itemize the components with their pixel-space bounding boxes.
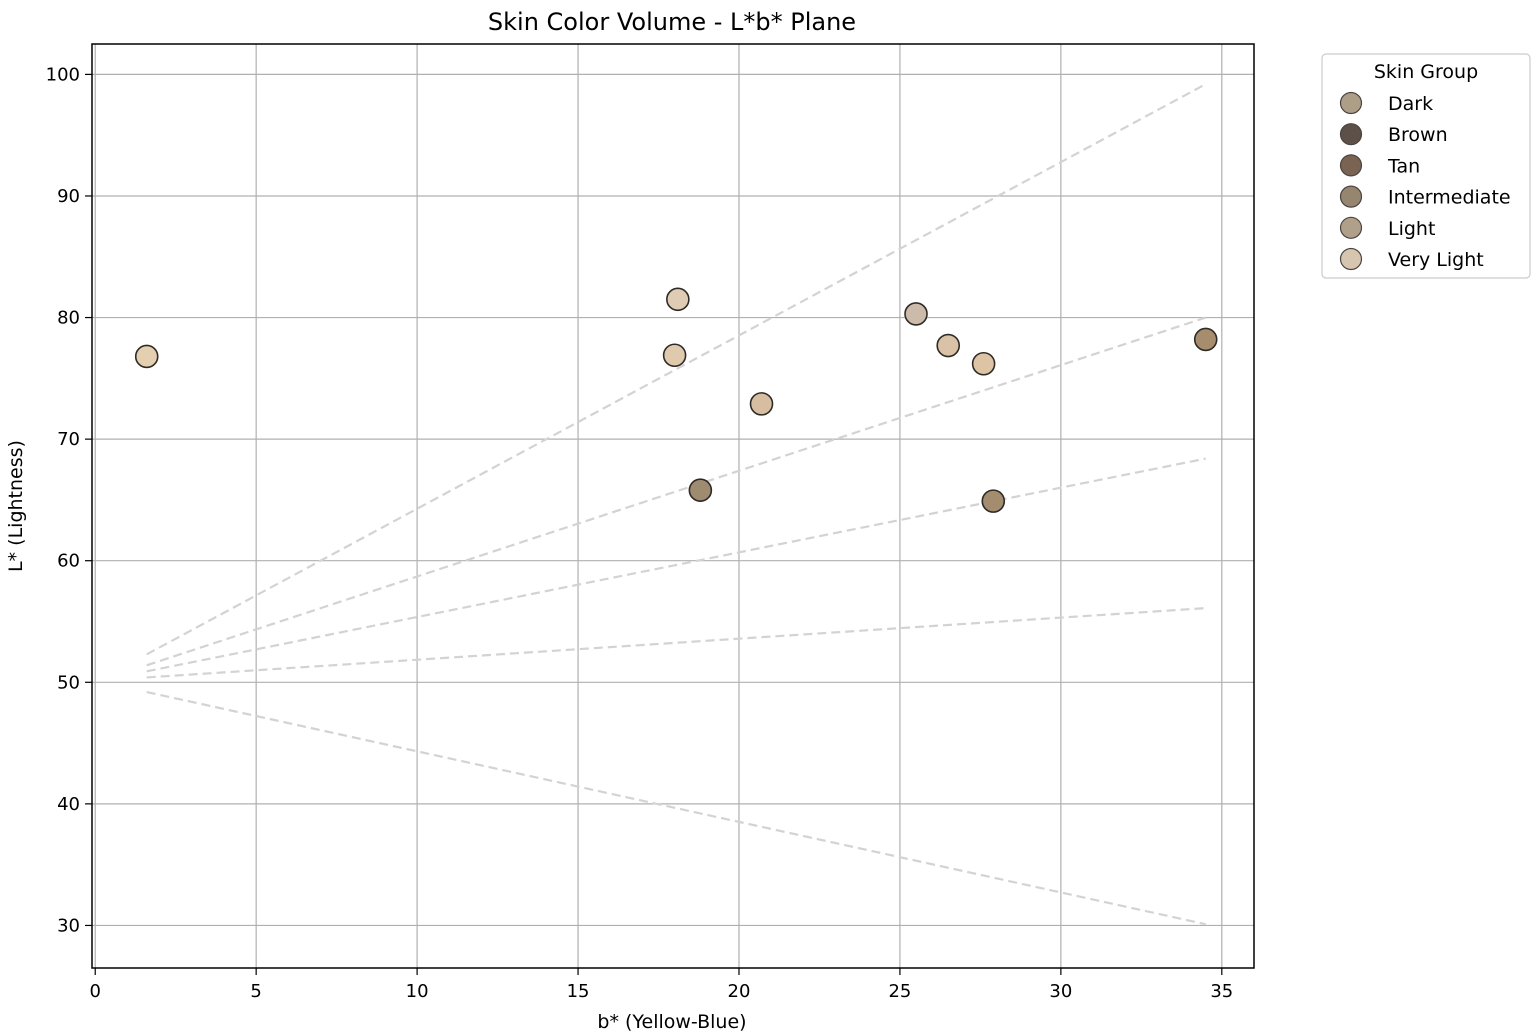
y-tick-label: 70 (57, 429, 80, 450)
legend-box (1321, 53, 1531, 279)
legend-marker (1339, 216, 1363, 239)
data-point (904, 302, 928, 326)
data-points (134, 287, 1218, 513)
chart-title: Skin Color Volume - L*b* Plane (488, 8, 856, 36)
plot-frame (91, 43, 1255, 969)
data-point (1193, 327, 1218, 352)
data-point (134, 344, 159, 369)
grid (92, 44, 1254, 968)
x-tick-label: 20 (728, 981, 751, 1002)
legend: Skin Group Dark Brown Tan Intermediate Light… (1321, 53, 1531, 279)
x-tick-label: 25 (888, 981, 911, 1002)
legend-marker (1339, 91, 1363, 115)
legend-entry-label: Tan (1387, 155, 1420, 177)
legend-entry-label: Dark (1388, 93, 1433, 115)
legend-marker (1339, 123, 1363, 146)
data-point (666, 287, 690, 312)
legend-entry-label: Light (1388, 218, 1435, 240)
data-point (688, 478, 713, 502)
data-point (749, 392, 774, 416)
x-tick-label: 30 (1049, 981, 1072, 1002)
x-tick-label: 35 (1210, 981, 1233, 1002)
legend-entry-label: Very Light (1388, 249, 1484, 271)
legend-marker (1339, 247, 1363, 271)
data-point (936, 333, 961, 358)
reference-line (146, 607, 1206, 679)
y-tick-label: 90 (57, 186, 80, 207)
y-tick-label: 30 (57, 915, 80, 936)
x-axis-ticks: 0 5 10 15 20 25 30 35 (89, 968, 1233, 1002)
y-tick-label: 40 (57, 794, 80, 815)
legend-marker (1339, 154, 1363, 177)
y-tick-label: 100 (46, 64, 80, 85)
data-point (971, 351, 996, 376)
reference-line (146, 83, 1207, 656)
data-point (662, 343, 687, 368)
x-tick-label: 15 (567, 981, 590, 1002)
reference-line (146, 690, 1206, 926)
x-axis-label: b* (Yellow-Blue) (597, 1011, 746, 1033)
legend-entry-label: Intermediate (1388, 187, 1511, 209)
x-tick-label: 0 (89, 981, 100, 1002)
reference-lines (146, 83, 1207, 926)
y-tick-label: 60 (57, 551, 80, 572)
legend-title: Skin Group (1374, 61, 1478, 83)
data-point (981, 489, 1006, 513)
legend-entries: Dark Brown Tan Intermediate Light Very Light (1339, 91, 1511, 271)
y-axis-ticks: 30 40 50 60 70 80 90 100 (46, 64, 92, 936)
y-tick-label: 50 (57, 672, 80, 693)
legend-marker (1339, 185, 1363, 208)
x-tick-label: 10 (406, 981, 429, 1002)
reference-line (146, 457, 1206, 673)
legend-entry-label: Brown (1388, 124, 1448, 146)
y-tick-label: 80 (57, 308, 80, 329)
reference-line (146, 316, 1207, 667)
y-axis-label: L* (Lightness) (5, 440, 27, 572)
x-tick-label: 5 (250, 981, 261, 1002)
